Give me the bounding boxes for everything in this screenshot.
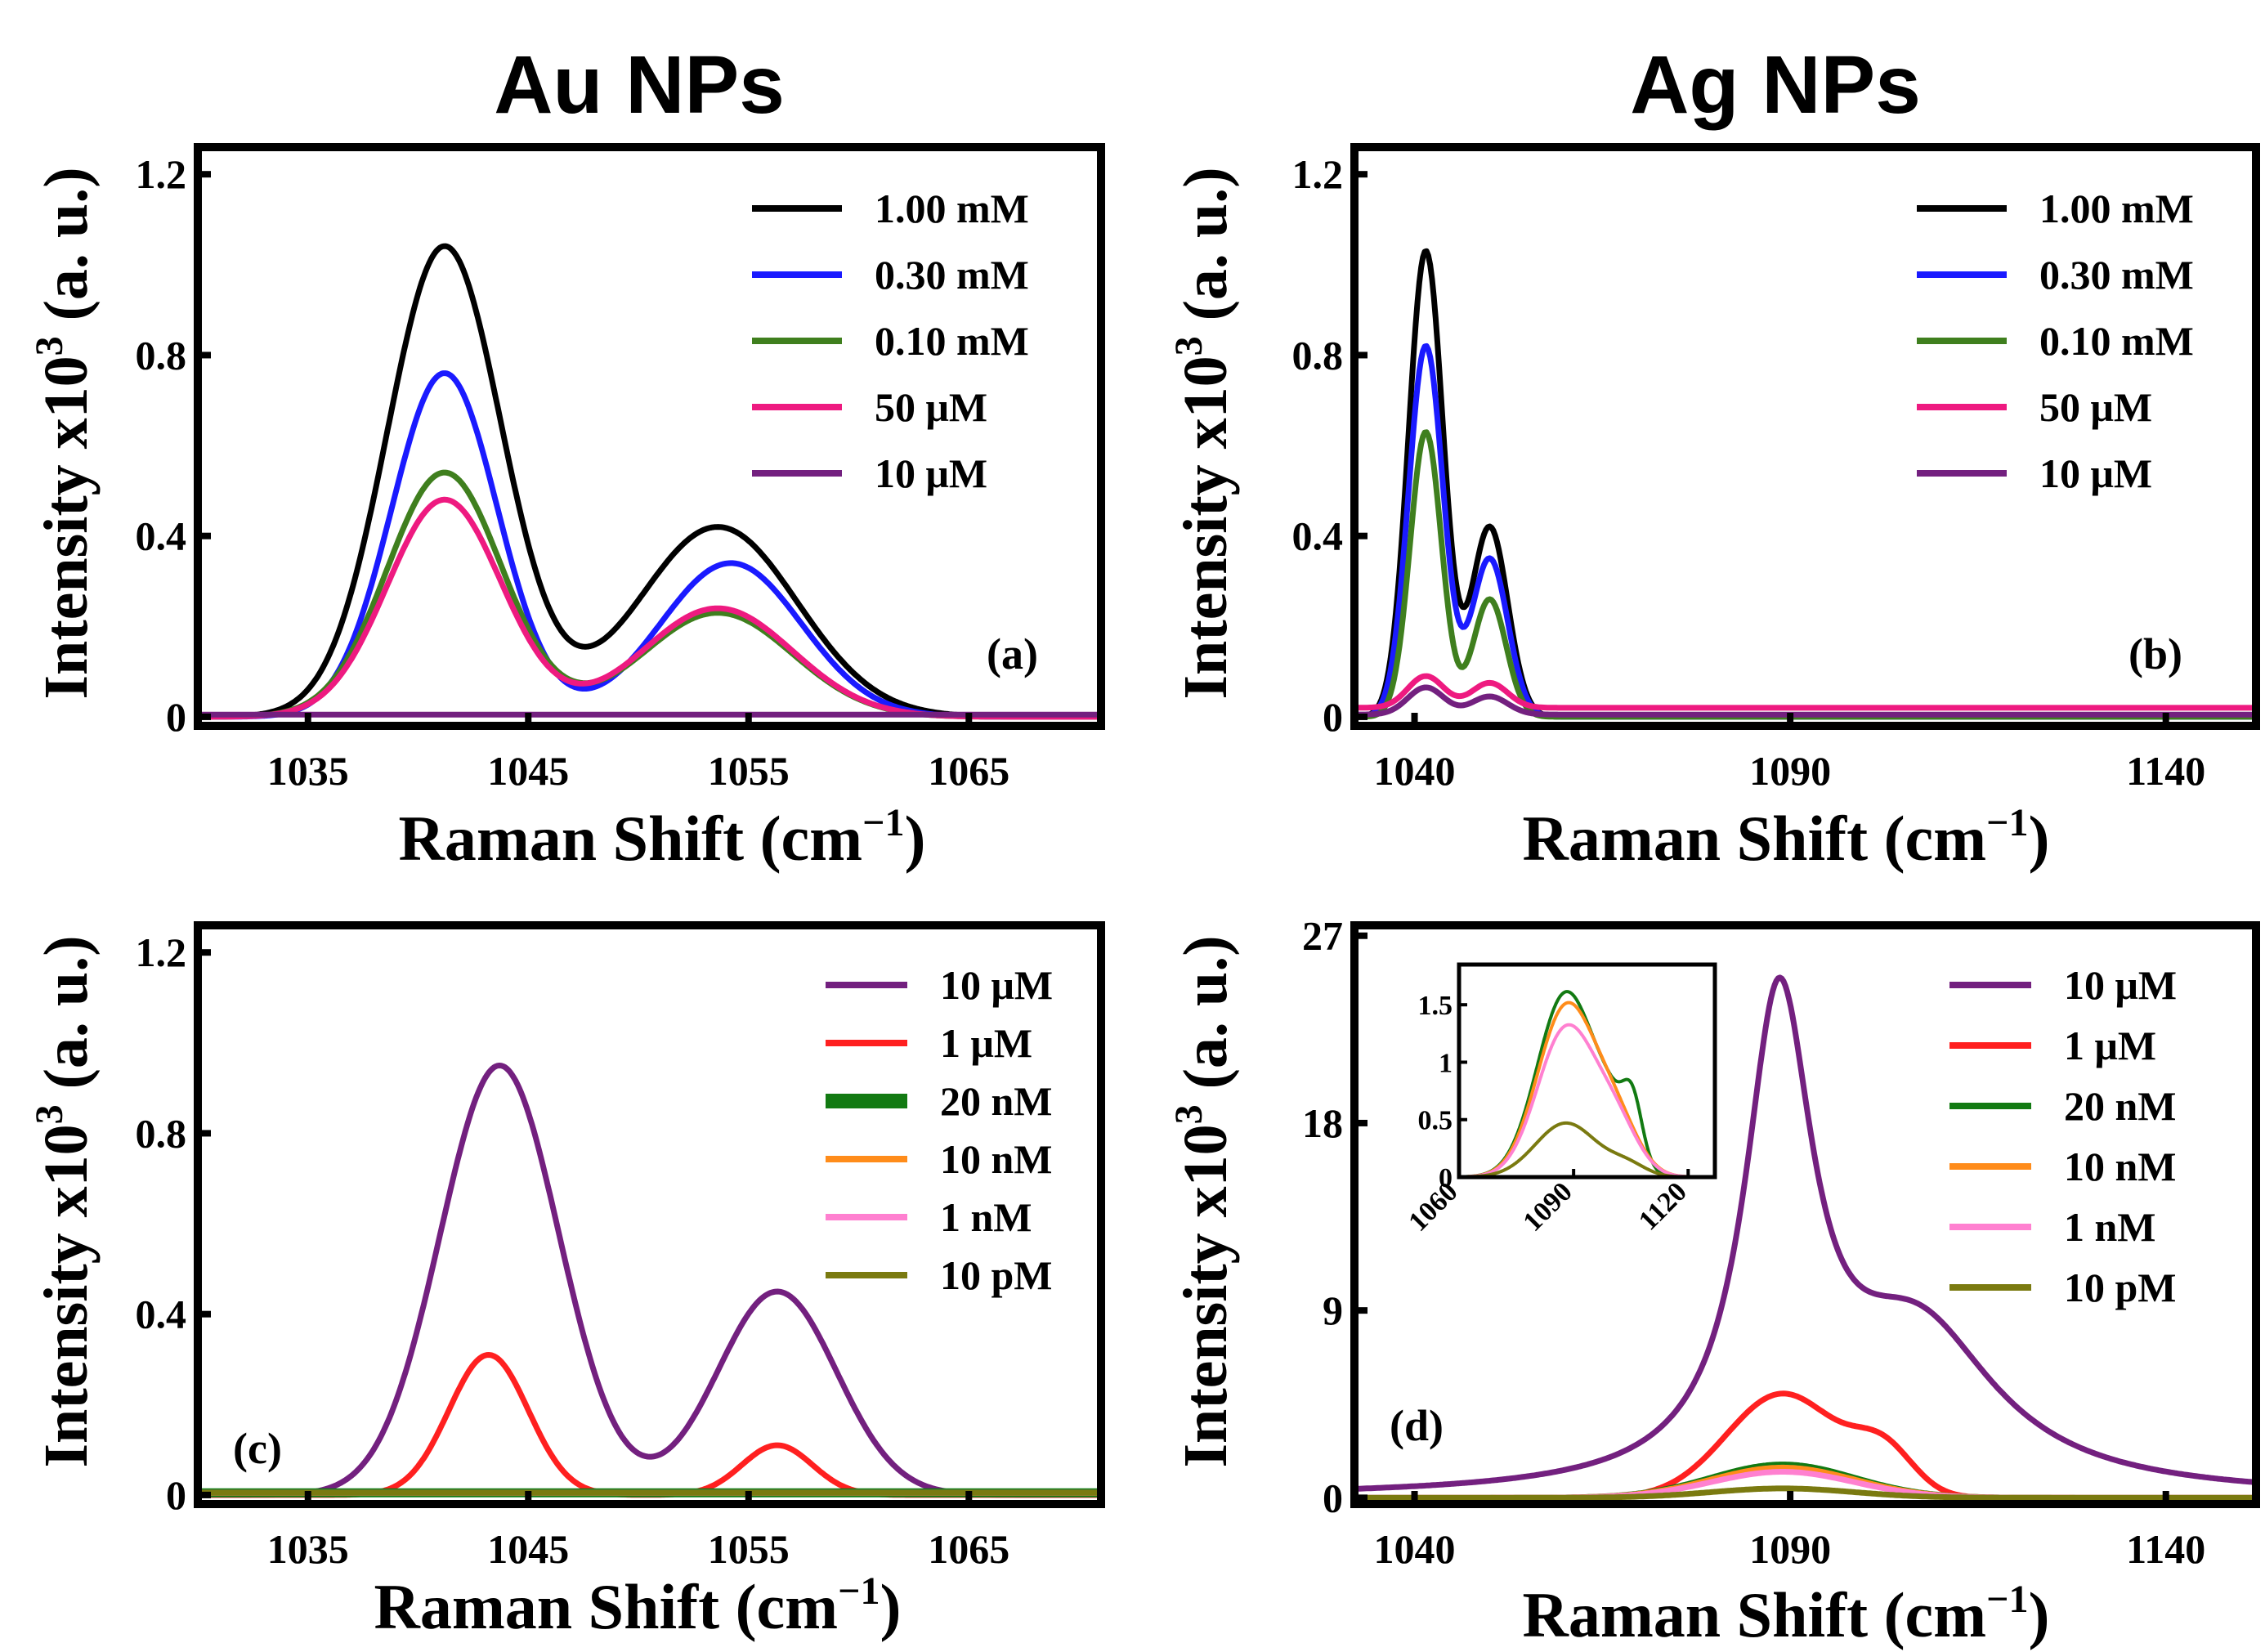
legend-label: 10 pM — [2064, 1265, 2177, 1310]
series-group — [198, 243, 1101, 720]
y-tick-label: 0 — [1323, 1475, 1343, 1520]
legend-label: 10 μM — [2039, 450, 2152, 496]
y-tick-label: 0.4 — [136, 1292, 187, 1337]
legend-label: 0.30 mM — [875, 252, 1029, 298]
x-tick-label: 1040 — [1374, 1526, 1456, 1572]
series-line-10-uM — [1354, 974, 2256, 1492]
x-tick-label: 1040 — [1374, 748, 1456, 794]
panel-a: 1035 1045 1055 1065 0 0.4 0.8 1.2 1.00 mM 0.30 mM… — [136, 143, 1105, 794]
y-tick-label: 27 — [1302, 913, 1343, 959]
x-tick-label: 1045 — [487, 748, 569, 794]
y-tick-label: 9 — [1323, 1287, 1343, 1333]
x-tick-label: 1055 — [708, 748, 790, 794]
x-tick-label: 1090 — [1749, 748, 1831, 794]
plot-frame — [1457, 962, 1717, 1180]
series-line-50-uM — [198, 496, 1101, 720]
x-tick-label: 1090 — [1749, 1526, 1831, 1572]
inset-x-tick-label: 1090 — [1518, 1176, 1578, 1237]
y-tick-label: 1.2 — [1292, 151, 1344, 197]
legend: 1.00 mM 0.30 mM 0.10 mM 50 μM 10 μM — [1917, 186, 2194, 496]
x-axis-label-b: Raman Shift (cm−1) — [1523, 801, 2050, 874]
series-line-10-pM — [1354, 1485, 2256, 1501]
y-tick-label: 0 — [1323, 694, 1343, 740]
x-axis-label-d: Raman Shift (cm−1) — [1523, 1578, 2050, 1650]
legend-label: 1.00 mM — [2039, 186, 2194, 231]
y-tick-label: 0.8 — [136, 1110, 187, 1156]
legend-label: 10 nM — [2064, 1144, 2177, 1189]
x-tick-label: 1055 — [708, 1526, 790, 1572]
inset-y-tick-label: 1.5 — [1418, 991, 1453, 1021]
y-tick-label: 0.4 — [136, 513, 187, 559]
legend-label: 10 pM — [940, 1252, 1053, 1298]
legend-label: 1.00 mM — [875, 186, 1029, 231]
y-axis-label-b: Intensity x103 (a. u.) — [1167, 167, 1240, 699]
legend-label: 50 μM — [2039, 384, 2152, 430]
inset-x-tick-label: 1060 — [1403, 1176, 1463, 1237]
title-au-nps: Au NPs — [494, 39, 785, 131]
series-line-10-uM — [1354, 684, 2256, 718]
y-tick-label: 1.2 — [136, 929, 187, 975]
x-tick-label: 1045 — [487, 1526, 569, 1572]
x-tick-label: 1065 — [928, 748, 1009, 794]
legend: 10 μM 1 μM 20 nM 10 nM 1 nM 10 pM — [826, 962, 1053, 1298]
legend-label: 10 μM — [2064, 962, 2177, 1008]
inset-x-tick-label: 1120 — [1633, 1176, 1693, 1236]
series-line-50-uM — [1354, 673, 2256, 711]
legend-label: 1 μM — [940, 1020, 1032, 1066]
panel-d: 1040 1090 1140 0 9 18 27 10 μM 1 μM 20 nM 10 nM 1 n… — [1302, 913, 2260, 1572]
panel-label-a: (a) — [987, 629, 1038, 678]
legend-label: 50 μM — [875, 384, 987, 430]
legend-label: 1 nM — [940, 1194, 1032, 1240]
x-axis-label-c: Raman Shift (cm−1) — [374, 1569, 902, 1642]
y-axis-label-d: Intensity x103 (a. u.) — [1167, 935, 1240, 1467]
x-tick-label: 1065 — [928, 1526, 1009, 1572]
legend-label: 0.10 mM — [875, 318, 1029, 364]
panel-b: 1040 1090 1140 0 0.4 0.8 1.2 1.00 mM 0.30 mM 0.10… — [1292, 143, 2260, 794]
legend-label: 1 nM — [2064, 1204, 2156, 1250]
series-line-1-nM — [1354, 1469, 2256, 1501]
plot-frame — [194, 921, 1105, 1508]
legend: 1.00 mM 0.30 mM 0.10 mM 50 μM 10 μM — [752, 186, 1029, 496]
title-ag-nps: Ag NPs — [1630, 39, 1921, 131]
series-group — [1354, 248, 2256, 720]
legend-label: 20 nM — [940, 1078, 1053, 1124]
legend: 10 μM 1 μM 20 nM 10 nM 1 nM 10 pM — [1949, 962, 2177, 1310]
plot-frame — [194, 143, 1105, 730]
plot-frame — [1350, 143, 2260, 730]
y-tick-label: 0.8 — [136, 332, 187, 378]
panel-c: 1035 1045 1055 1065 0 0.4 0.8 1.2 10 μM 1 μM 20 nM… — [136, 921, 1105, 1572]
legend-label: 10 μM — [875, 450, 987, 496]
y-tick-label: 0 — [166, 694, 186, 740]
inset-y-tick-label: 0.5 — [1418, 1106, 1453, 1136]
panel-label-c: (c) — [233, 1424, 282, 1473]
y-tick-label: 0.4 — [1292, 513, 1344, 559]
legend-label: 0.10 mM — [2039, 318, 2194, 364]
legend-label: 0.30 mM — [2039, 252, 2194, 298]
legend-label: 20 nM — [2064, 1083, 2177, 1129]
y-tick-label: 1.2 — [136, 151, 187, 197]
x-tick-label: 1035 — [267, 748, 349, 794]
inset-y-tick-label: 1 — [1439, 1048, 1453, 1078]
x-axis-label-a: Raman Shift (cm−1) — [399, 801, 926, 874]
plot-frame — [1350, 921, 2260, 1508]
legend-label: 1 μM — [2064, 1023, 2156, 1068]
legend-label: 10 nM — [940, 1136, 1053, 1182]
series-group — [198, 1063, 1101, 1498]
inset-chart: 1060 1090 1120 0 0.5 1 1.5 — [1403, 962, 1717, 1238]
y-tick-label: 0 — [166, 1472, 186, 1518]
y-tick-label: 0.8 — [1292, 332, 1344, 378]
y-axis-label-c: Intensity x103 (a. u.) — [28, 935, 101, 1467]
x-tick-label: 1140 — [2126, 1526, 2205, 1572]
y-tick-label: 18 — [1302, 1100, 1343, 1146]
series-group — [1354, 974, 2256, 1501]
inset-y-tick-label: 0 — [1439, 1163, 1453, 1193]
panel-label-b: (b) — [2128, 629, 2182, 678]
y-axis-label-a: Intensity x103 (a. u.) — [28, 167, 101, 699]
legend-label: 10 μM — [940, 962, 1053, 1008]
x-tick-label: 1140 — [2126, 748, 2205, 794]
x-tick-label: 1035 — [267, 1526, 349, 1572]
series-line-1-uM — [198, 1352, 1101, 1498]
panel-label-d: (d) — [1390, 1401, 1444, 1450]
